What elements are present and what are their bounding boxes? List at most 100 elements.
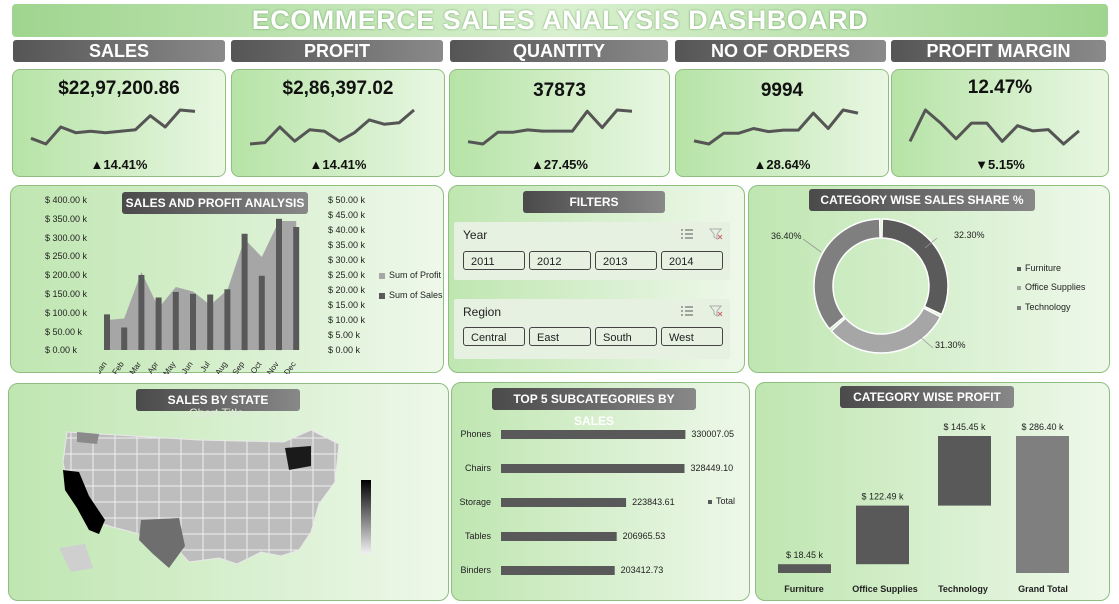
profit-bar: [938, 436, 991, 506]
profit-category-label: Technology: [938, 584, 988, 594]
subcategory-value-label: 223843.61: [632, 497, 675, 507]
sales-tick-label: $ 300.00 k: [45, 232, 88, 243]
sparkline-profit: [249, 108, 415, 146]
profit-bar: [856, 505, 909, 565]
map-ghost-title: Chart Title: [189, 406, 244, 420]
kpi-header-profit: PROFIT: [231, 40, 443, 62]
donut-data-label: 36.40%: [771, 231, 802, 241]
leader-line: [918, 335, 934, 349]
category-profit-title: CATEGORY WISE PROFIT: [840, 386, 1014, 408]
clear-filter-icon[interactable]: [709, 305, 723, 317]
multi-select-icon[interactable]: [680, 305, 694, 317]
subcategory-label: Phones: [460, 429, 491, 439]
profit-tick-label: $ 30.00 k: [328, 255, 366, 265]
profit-tick-label: $ 40.00 k: [328, 225, 366, 235]
kpi-change-quantity: ▲27.45%: [531, 157, 588, 172]
sales-bar: [276, 218, 282, 351]
subcategory-value-label: 206965.53: [623, 531, 666, 541]
subcategory-value-label: 328449.10: [691, 463, 734, 473]
subcategory-label: Binders: [460, 565, 491, 575]
sales-tick-label: $ 150.00 k: [45, 289, 88, 299]
legend-technology-label: Technology: [1025, 302, 1071, 312]
subcategory-value-label: 203412.73: [621, 565, 664, 575]
profit-category-label: Office Supplies: [852, 584, 918, 594]
legend-office-supplies-label: Office Supplies: [1025, 282, 1086, 292]
year-2012-button[interactable]: 2012: [529, 251, 591, 270]
month-tick-label: Feb: [111, 360, 127, 374]
legend-furniture-label: Furniture: [1025, 263, 1062, 273]
sales-bar: [190, 293, 196, 351]
clear-filter-icon[interactable]: [709, 228, 723, 240]
sales-tick-label: $ 100.00 k: [45, 307, 88, 318]
sales-bar: [241, 233, 248, 351]
sales-profit-title: SALES AND PROFIT ANALYSIS: [122, 192, 308, 214]
legend-furniture: Furniture: [1017, 263, 1061, 273]
kpi-header-quantity: QUANTITY: [450, 40, 668, 62]
profit-category-label: Furniture: [784, 584, 824, 594]
sales-tick-label: $ 250.00 k: [45, 251, 88, 262]
profit-tick-label: $ 50.00 k: [328, 195, 366, 205]
month-tick-label: Jul: [199, 360, 212, 374]
legend-sales-label: Sum of Sales: [389, 290, 443, 300]
multi-select-icon[interactable]: [680, 228, 694, 240]
legend-office-supplies: Office Supplies: [1017, 282, 1085, 292]
region-west-button[interactable]: West: [661, 327, 723, 346]
sparkline-quantity: [467, 108, 633, 146]
month-tick-label: Apr: [146, 360, 161, 374]
kpi-header-sales: SALES: [13, 40, 225, 62]
top-subcategories-title: TOP 5 SUBCATEGORIES BY SALES: [492, 388, 696, 428]
dashboard-title-bar: ECOMMERCE SALES ANALYSIS DASHBOARD: [12, 4, 1108, 37]
profit-value-label: $ 286.40 k: [1021, 422, 1064, 432]
kpi-card-orders: 9994 ▲28.64%: [675, 69, 889, 177]
sales-by-state-panel: SALES BY STATE Chart Title: [8, 383, 449, 601]
category-share-panel: CATEGORY WISE SALES SHARE % 32.30% 31.30%…: [748, 185, 1110, 373]
dashboard-title: ECOMMERCE SALES ANALYSIS DASHBOARD: [251, 5, 869, 35]
kpi-header-profit-margin: PROFIT MARGIN: [891, 40, 1106, 62]
profit-value-label: $ 18.45 k: [786, 550, 824, 560]
profit-tick-label: $ 35.00 k: [328, 240, 366, 250]
kpi-change-profit: ▲14.41%: [309, 157, 367, 172]
sales-tick-label: $ 0.00 k: [45, 345, 78, 356]
sales-by-state-title: SALES BY STATE: [136, 389, 300, 411]
month-tick-label: Nov: [265, 360, 281, 374]
month-tick-label: May: [161, 360, 177, 374]
subcategory-bar: [501, 430, 686, 439]
kpi-value-sales: $22,97,200.86: [58, 78, 180, 99]
sales-bar: [104, 314, 110, 350]
legend-profit: Sum of Profit: [379, 270, 441, 280]
subcategory-bar: [501, 498, 627, 507]
donut-data-label: 32.30%: [954, 230, 985, 240]
subcategory-label: Chairs: [465, 463, 492, 473]
kpi-header-orders: NO OF ORDERS: [675, 40, 886, 62]
sparkline-path: [467, 108, 633, 146]
sales-bar: [207, 294, 214, 350]
profit-tick-label: $ 25.00 k: [328, 270, 366, 280]
region-east-button[interactable]: East: [529, 327, 591, 346]
year-2011-button[interactable]: 2011: [463, 251, 525, 270]
subcategory-value-label: 330007.05: [691, 429, 734, 439]
filters-panel: FILTERS Year 2011 2012 2013 2014 Region …: [448, 185, 745, 373]
sales-bar: [224, 289, 231, 351]
legend-sales: Sum of Sales: [379, 290, 443, 300]
region-slicer-title: Region: [463, 305, 502, 319]
month-tick-label: Jun: [180, 360, 195, 374]
subcategory-bar: [501, 464, 685, 473]
category-profit-chart: $ 18.45 k Furniture $ 122.49 k Office Suppl…: [778, 422, 1069, 594]
kpi-card-quantity: 37873 ▲27.45%: [449, 69, 670, 177]
region-south-button[interactable]: South: [595, 327, 657, 346]
donut-data-label: 31.30%: [935, 340, 966, 350]
year-2014-button[interactable]: 2014: [661, 251, 723, 270]
donut-slice-technology: [813, 218, 881, 331]
donut-slice-furniture: [881, 218, 949, 316]
profit-tick-label: $ 45.00 k: [328, 210, 366, 220]
region-central-button[interactable]: Central: [463, 327, 525, 346]
year-2013-button[interactable]: 2013: [595, 251, 657, 270]
sales-profit-panel: SALES AND PROFIT ANALYSIS $ 400.00 k $ 35…: [10, 185, 444, 374]
month-tick-label: Oct: [249, 359, 264, 374]
sales-bar: [172, 291, 179, 350]
leader-line: [924, 237, 938, 249]
sales-bar: [293, 227, 300, 350]
profit-tick-label: $ 10.00 k: [328, 315, 366, 325]
subcategory-bar: [501, 532, 617, 541]
sales-profit-chart: Jan Feb Mar Apr May Jun Jul Aug Sep Oct Nov Dec: [99, 218, 300, 374]
